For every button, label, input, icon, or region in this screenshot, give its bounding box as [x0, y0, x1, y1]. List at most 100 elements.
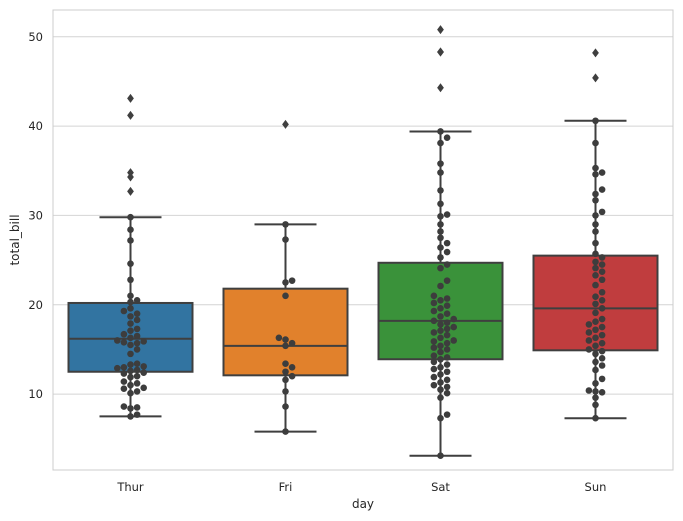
- swarm-point: [437, 371, 444, 378]
- swarm-point: [127, 260, 134, 267]
- swarm-point: [443, 239, 451, 247]
- swarm-point: [282, 360, 289, 368]
- swarm-point: [598, 169, 606, 176]
- swarm-point: [443, 295, 451, 302]
- swarm-point: [127, 350, 134, 358]
- swarm-point: [133, 404, 141, 411]
- swarm-point: [430, 373, 438, 381]
- swarm-point: [140, 369, 147, 376]
- swarm-point: [437, 363, 444, 371]
- swarm-point: [592, 342, 599, 350]
- swarm-point: [443, 261, 451, 268]
- swarm-point: [133, 339, 141, 347]
- x-axis-label: day: [352, 497, 374, 511]
- plot-frame: [52, 9, 674, 471]
- swarm-point: [430, 317, 438, 325]
- swarm-point: [592, 401, 599, 409]
- swarm-point: [598, 347, 606, 355]
- swarm-point: [598, 268, 606, 276]
- swarm-point: [437, 327, 444, 334]
- swarm-point: [127, 334, 134, 342]
- outlier-marker: [437, 83, 444, 93]
- swarm-point: [437, 169, 444, 176]
- swarm-point: [592, 309, 599, 317]
- swarm-point: [598, 315, 606, 323]
- x-tick-label: Sun: [585, 480, 607, 494]
- swarm-point: [127, 341, 134, 349]
- swarm-point: [437, 254, 444, 261]
- swarm-point: [437, 187, 444, 194]
- swarm-point: [114, 364, 121, 372]
- swarm-point: [133, 388, 141, 395]
- swarm-point: [282, 403, 289, 410]
- swarm-point: [127, 413, 134, 420]
- y-axis-label: total_bill: [8, 214, 22, 265]
- swarm-point: [585, 337, 593, 344]
- swarm-point: [443, 389, 451, 397]
- swarm-point: [437, 282, 444, 290]
- swarm-point: [282, 388, 289, 395]
- swarm-point: [127, 226, 134, 234]
- swarm-point: [127, 276, 134, 284]
- swarm-point: [443, 211, 451, 218]
- swarm-point: [437, 160, 444, 167]
- swarm-point: [430, 352, 438, 359]
- swarm-point: [592, 239, 599, 247]
- swarm-point: [443, 331, 451, 339]
- swarm-point: [127, 298, 134, 306]
- swarm-point: [592, 300, 599, 308]
- swarm-points: [114, 117, 606, 460]
- swarm-point: [598, 208, 606, 216]
- swarm-point: [598, 254, 606, 261]
- swarm-point: [120, 363, 128, 371]
- swarm-point: [120, 385, 128, 393]
- outlier-marker: [127, 168, 134, 178]
- y-axis-ticks: 10 20 30 40 50: [28, 30, 43, 401]
- swarm-point: [282, 279, 289, 286]
- swarm-point: [443, 383, 451, 391]
- swarm-point: [443, 376, 451, 384]
- swarm-point: [133, 316, 141, 324]
- swarm-point: [598, 305, 606, 312]
- swarm-point: [592, 318, 599, 326]
- swarm-point: [437, 452, 444, 460]
- swarm-point: [437, 200, 444, 208]
- swarm-point: [282, 292, 289, 300]
- x-tick-label: Thur: [116, 480, 144, 494]
- swarm-point: [585, 387, 593, 394]
- swarm-point: [592, 281, 599, 289]
- swarm-point: [437, 296, 444, 304]
- swarm-point: [282, 368, 289, 376]
- outlier-marker: [437, 25, 444, 35]
- swarm-point: [585, 346, 593, 353]
- swarm-point: [288, 372, 296, 380]
- swarm-point: [598, 261, 606, 268]
- swarm-point: [127, 327, 134, 334]
- outlier-marker: [282, 119, 289, 129]
- swarm-point: [592, 221, 599, 228]
- x-axis-ticks: Thur Fri Sat Sun: [116, 480, 606, 494]
- swarm-point: [282, 428, 289, 435]
- swarm-point: [443, 368, 451, 376]
- swarm-point: [592, 139, 599, 147]
- swarm-point: [598, 296, 606, 304]
- y-tick-label: 20: [28, 298, 43, 312]
- y-tick-label: 10: [28, 387, 43, 401]
- swarm-point: [598, 288, 606, 296]
- swarm-point: [288, 277, 296, 284]
- swarm-point: [288, 339, 296, 347]
- swarm-point: [437, 414, 444, 422]
- swarm-point: [437, 264, 444, 272]
- swarm-point: [592, 350, 599, 358]
- swarm-point: [437, 244, 444, 251]
- swarm-point: [598, 276, 606, 284]
- swarm-point: [592, 334, 599, 342]
- swarm-point: [430, 329, 438, 336]
- swarm-point: [443, 346, 451, 353]
- swarm-point: [592, 414, 599, 422]
- y-tick-label: 50: [28, 30, 43, 44]
- swarm-point: [450, 323, 458, 331]
- swarm-point: [437, 313, 444, 320]
- y-tick-label: 30: [28, 208, 43, 222]
